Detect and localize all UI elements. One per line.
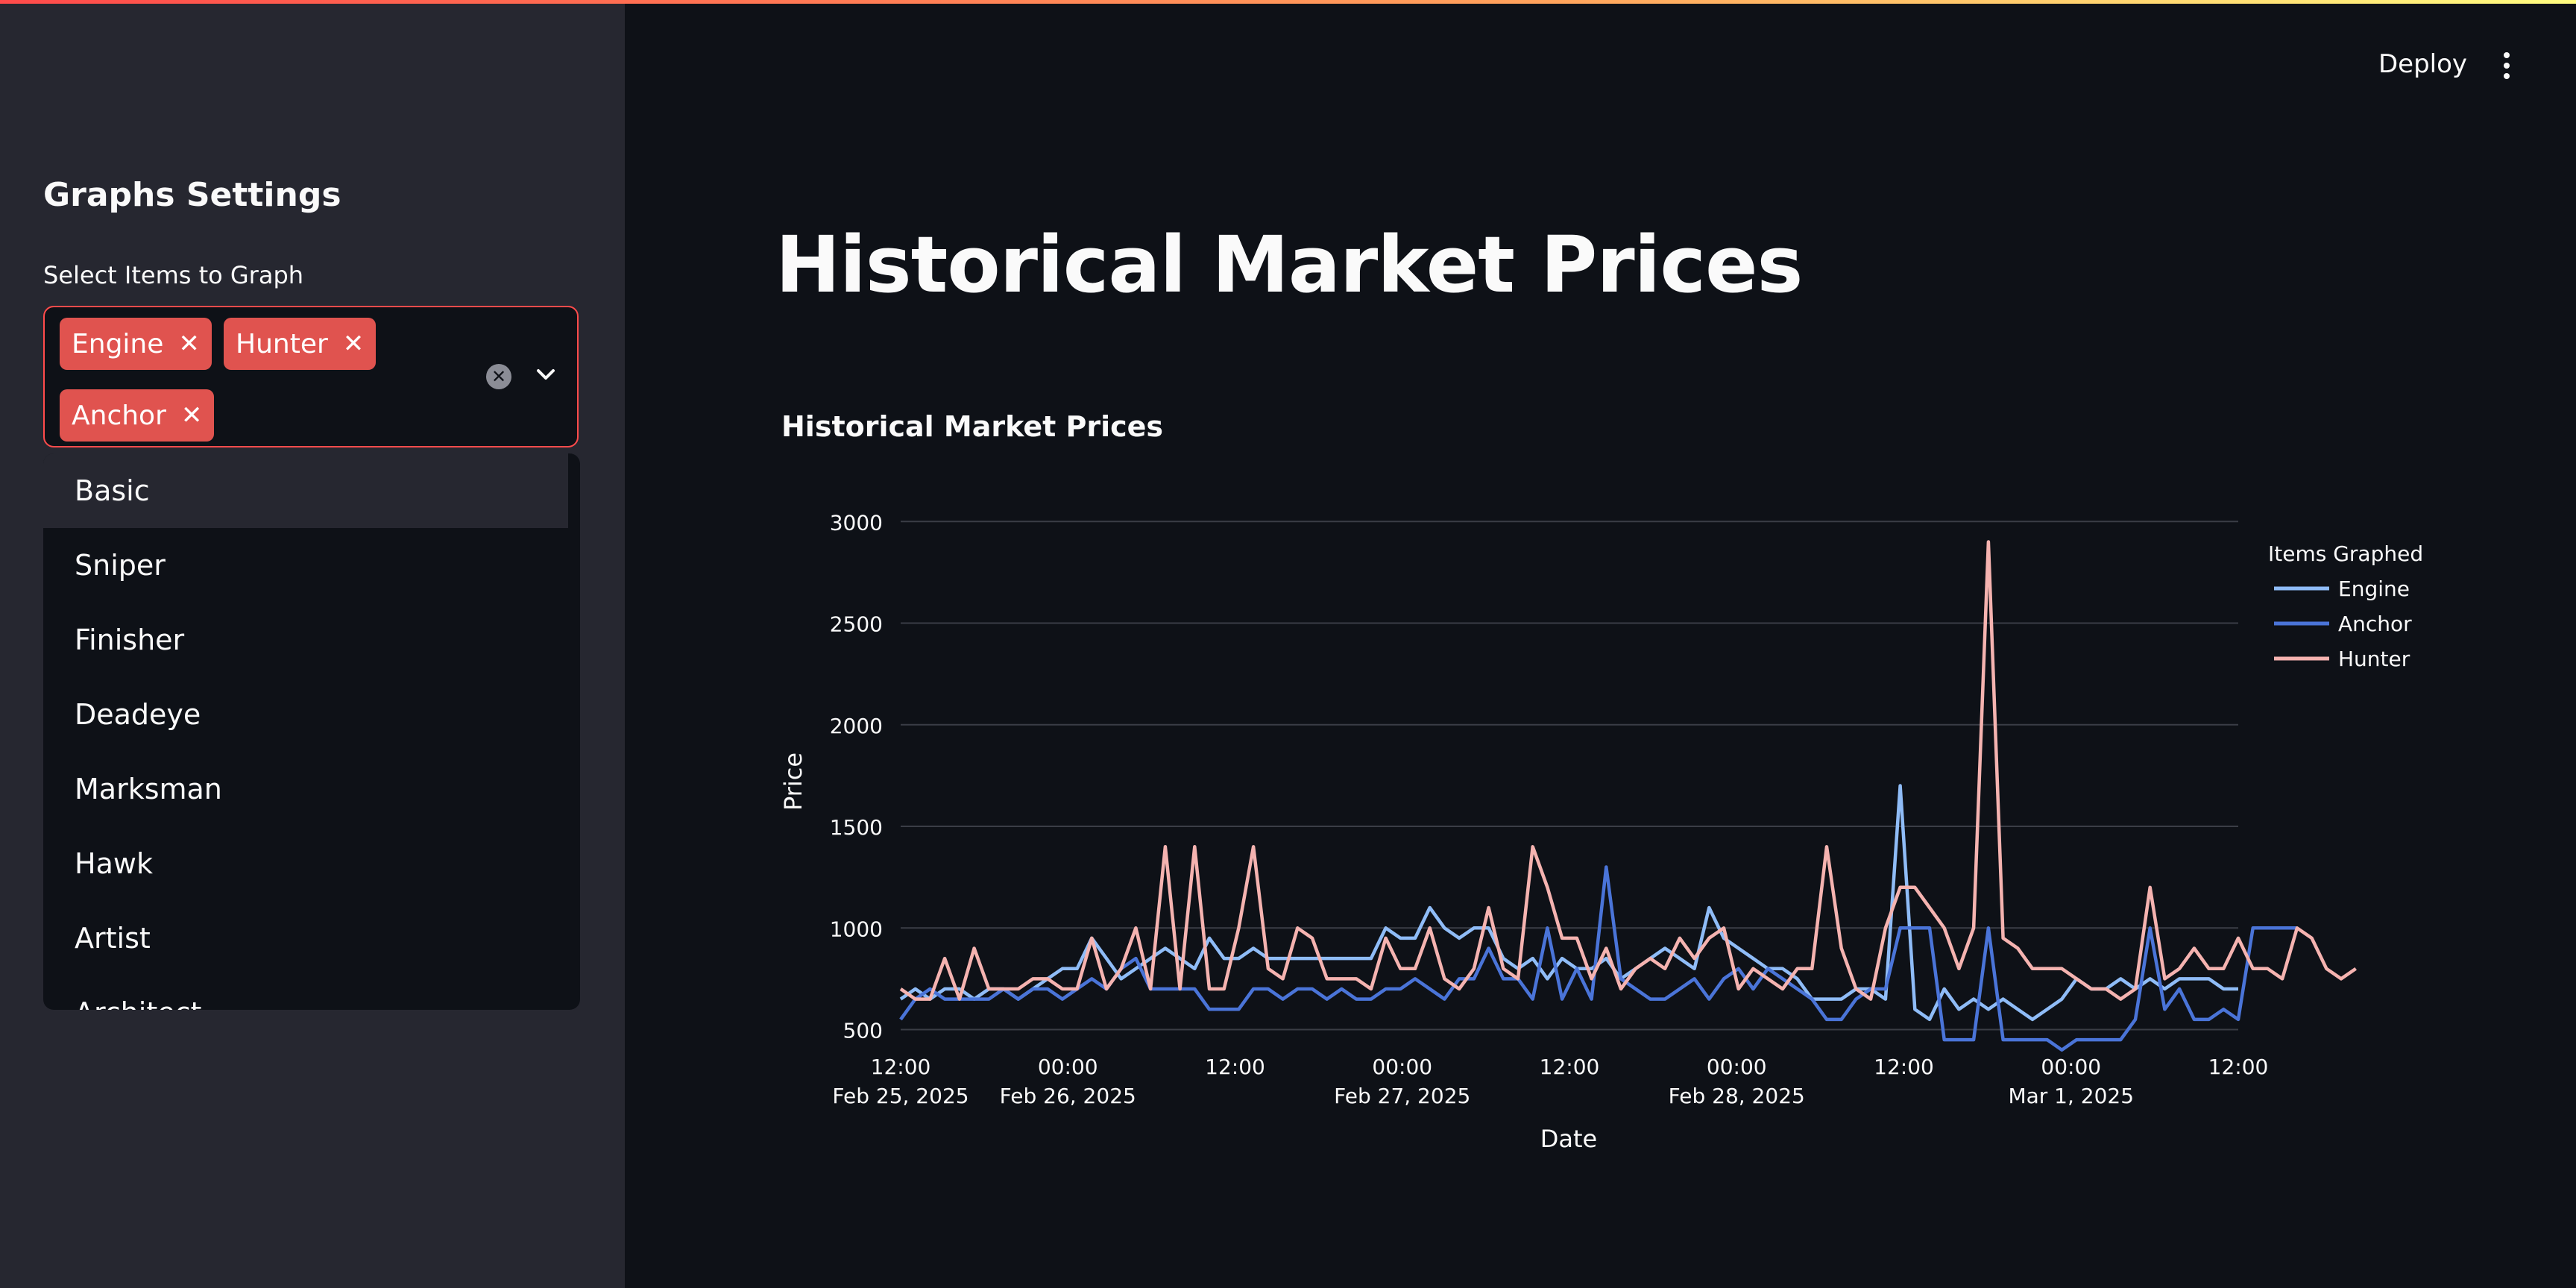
- top-accent-bar: [0, 0, 2576, 4]
- x-axis-label: Date: [1540, 1125, 1597, 1153]
- x-tick-date-label: Mar 1, 2025: [2008, 1084, 2134, 1108]
- x-tick-label: 12:00: [2208, 1055, 2269, 1079]
- legend-item-engine: Engine: [2338, 577, 2410, 601]
- option-sniper[interactable]: Sniper: [75, 549, 166, 582]
- main-menu-icon[interactable]: [2498, 49, 2516, 85]
- x-tick-date-label: Feb 28, 2025: [1669, 1084, 1805, 1108]
- y-tick-label: 1000: [830, 917, 883, 941]
- x-tick-label: 12:00: [1540, 1055, 1600, 1079]
- chip-remove-icon[interactable]: ✕: [180, 400, 203, 430]
- x-tick-label: 00:00: [1372, 1055, 1432, 1079]
- x-tick-date-label: Feb 25, 2025: [832, 1084, 969, 1108]
- y-tick-label: 2000: [830, 714, 883, 738]
- chip-engine: Engine ✕: [60, 318, 212, 370]
- x-tick-date-label: Feb 26, 2025: [1000, 1084, 1136, 1108]
- deploy-button[interactable]: Deploy: [2378, 49, 2468, 79]
- y-tick-label: 1500: [830, 815, 883, 840]
- sidebar-title: Graphs Settings: [43, 176, 341, 214]
- chip-label: Hunter: [236, 328, 328, 359]
- chart-title: Historical Market Prices: [781, 410, 1163, 443]
- x-tick-date-label: Feb 27, 2025: [1334, 1084, 1470, 1108]
- chip-hunter: Hunter ✕: [224, 318, 377, 370]
- page-title: Historical Market Prices: [775, 219, 1803, 310]
- items-multiselect[interactable]: Engine ✕ Hunter ✕ Anchor ✕ ✕: [43, 306, 579, 447]
- option-marksman[interactable]: Marksman: [75, 773, 222, 805]
- select-items-label: Select Items to Graph: [43, 261, 304, 289]
- option-artist[interactable]: Artist: [75, 922, 151, 955]
- y-tick-label: 2500: [830, 612, 883, 637]
- series-line-hunter: [899, 540, 2357, 1001]
- series-line-engine: [899, 784, 2238, 1022]
- chip-remove-icon[interactable]: ✕: [342, 329, 365, 359]
- option-finisher[interactable]: Finisher: [75, 623, 185, 656]
- sidebar: Graphs Settings Select Items to Graph En…: [0, 0, 625, 1288]
- options-dropdown: Basic Sniper Finisher Deadeye Marksman H…: [43, 453, 580, 1010]
- legend-item-hunter: Hunter: [2338, 647, 2410, 671]
- x-tick-label: 12:00: [1874, 1055, 1934, 1079]
- series-line-anchor: [899, 865, 2297, 1052]
- legend-title: Items Graphed: [2268, 541, 2423, 566]
- clear-all-icon[interactable]: ✕: [486, 364, 511, 389]
- x-tick-label: 00:00: [1707, 1055, 1767, 1079]
- option-deadeye[interactable]: Deadeye: [75, 698, 201, 731]
- chevron-down-icon[interactable]: [531, 359, 561, 389]
- option-hawk[interactable]: Hawk: [75, 847, 153, 880]
- x-tick-label: 12:00: [1205, 1055, 1265, 1079]
- x-tick-label: 00:00: [2041, 1055, 2101, 1079]
- y-tick-label: 500: [843, 1019, 883, 1043]
- chip-label: Anchor: [72, 400, 166, 431]
- option-basic[interactable]: Basic: [43, 453, 568, 528]
- legend-item-anchor: Anchor: [2338, 612, 2412, 636]
- chip-remove-icon[interactable]: ✕: [178, 329, 200, 359]
- y-axis-label: Price: [779, 753, 807, 811]
- option-architect[interactable]: Architect: [43, 976, 568, 1010]
- x-tick-label: 00:00: [1038, 1055, 1098, 1079]
- chip-label: Engine: [72, 328, 164, 359]
- chip-anchor: Anchor ✕: [60, 389, 215, 442]
- y-tick-label: 3000: [830, 510, 883, 535]
- x-tick-label: 12:00: [871, 1055, 931, 1079]
